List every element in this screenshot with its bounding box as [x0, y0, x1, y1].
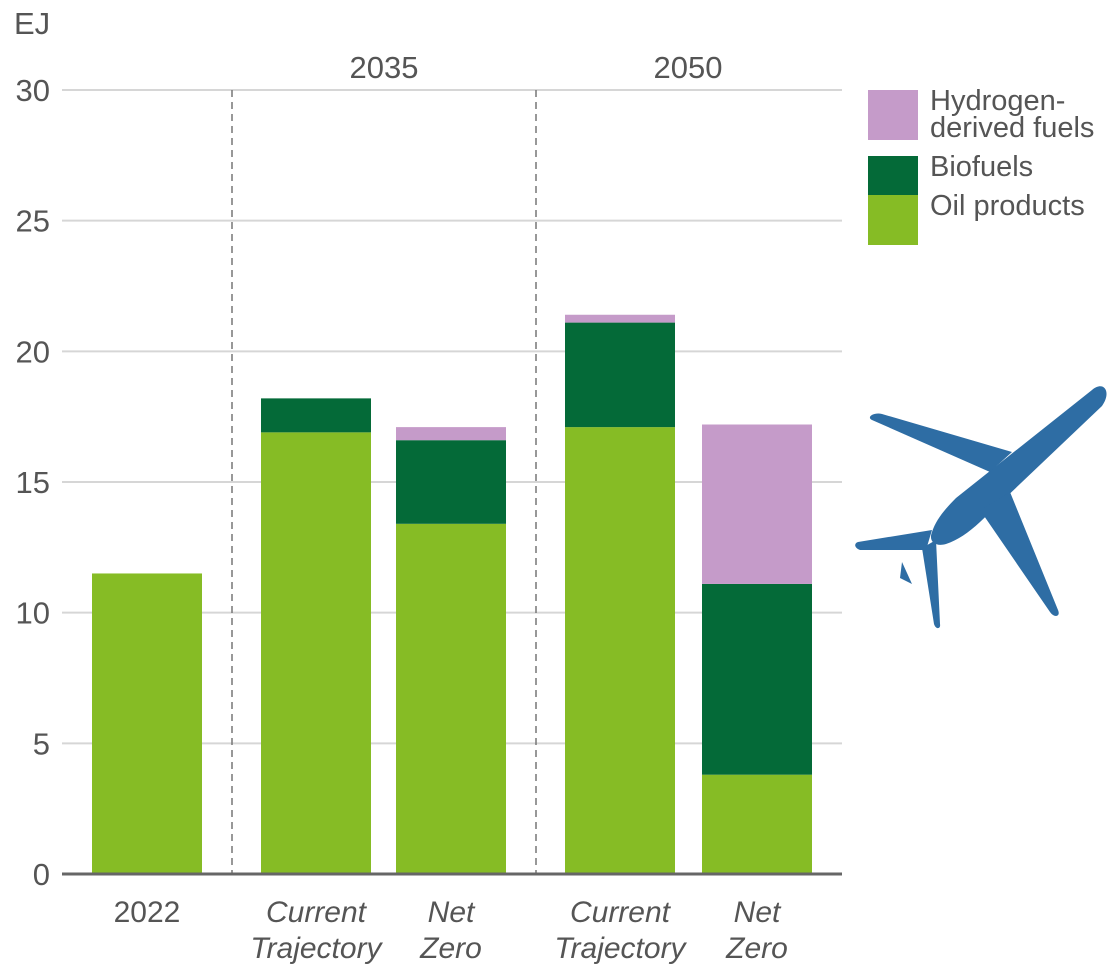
category-label: Zero [419, 932, 482, 965]
category-label: Net [734, 896, 782, 929]
legend-label-biofuels: Biofuels [930, 151, 1034, 183]
category-label: Net [428, 896, 476, 929]
group-label: 2050 [654, 50, 723, 85]
legend-label-hydrogen: Hydrogen-derived fuels [930, 85, 1095, 144]
category-label: Trajectory [554, 932, 687, 965]
bar-segment-biofuels [702, 583, 812, 775]
bar-segment-biofuels [565, 322, 675, 428]
legend-label-oil: Oil products [930, 190, 1085, 222]
y-axis-label: EJ [14, 6, 50, 41]
bar-segment-biofuels [261, 398, 371, 433]
legend-swatch-oil [868, 195, 918, 245]
bar-segment-hydrogen-derived-fuels [565, 314, 675, 323]
bar-segment-biofuels [396, 440, 506, 524]
bar-segment-hydrogen-derived-fuels [702, 424, 812, 584]
bar-segment-oil-products [92, 573, 202, 874]
y-tick-label: 0 [33, 857, 50, 892]
y-tick-label: 20 [16, 334, 50, 369]
legend-item-biofuels: Biofuels [868, 151, 1115, 206]
bar-segment-oil-products [565, 427, 675, 874]
legend-item-hydrogen: Hydrogen-derived fuels [868, 85, 1115, 144]
category-label: Trajectory [250, 932, 383, 965]
legend-item-oil: Oil products [868, 190, 1115, 245]
bar-segment-oil-products [702, 774, 812, 874]
legend-swatch-hydrogen [868, 90, 918, 140]
group-label: 2035 [350, 50, 419, 85]
y-tick-label: 30 [16, 73, 50, 108]
category-label: Current [570, 896, 672, 929]
y-tick-label: 5 [33, 726, 50, 761]
y-tick-label: 25 [16, 204, 50, 239]
bar-segment-oil-products [396, 523, 506, 874]
y-tick-label: 10 [16, 596, 50, 631]
category-label: 2022 [114, 896, 181, 929]
bar-chart: EJ05101520253020222035CurrentTrajectoryN… [14, 6, 842, 965]
y-tick-label: 15 [16, 465, 50, 500]
airplane-icon [855, 386, 1107, 629]
bar-segment-oil-products [261, 432, 371, 874]
bar-segment-hydrogen-derived-fuels [396, 427, 506, 441]
category-label: Current [266, 896, 368, 929]
category-label: Zero [725, 932, 788, 965]
legend: Hydrogen-derived fuels Biofuels Oil prod… [868, 85, 1115, 245]
